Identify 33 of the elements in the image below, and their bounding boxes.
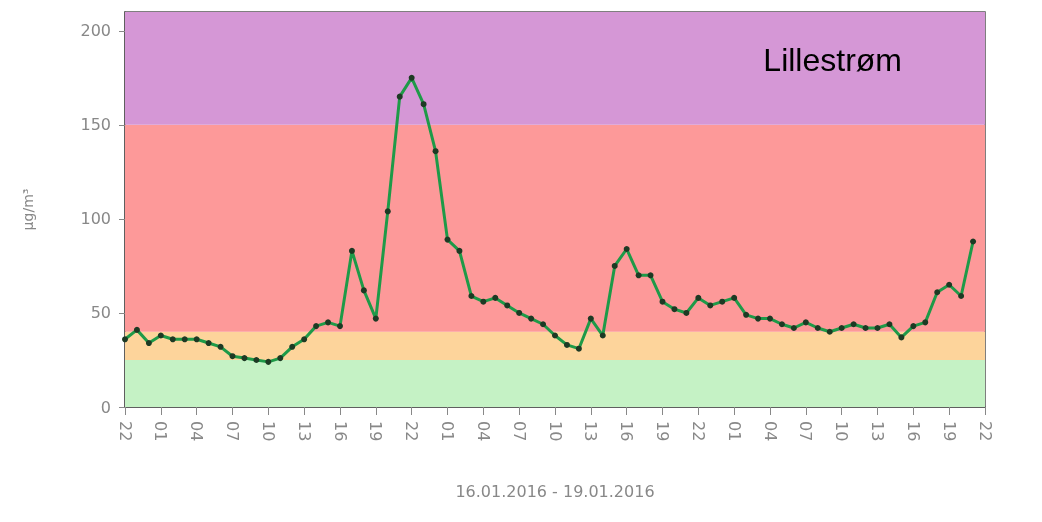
x-tick-label: 10 <box>832 421 852 442</box>
x-tick-label: 01 <box>151 421 171 442</box>
x-tick-label: 16 <box>903 421 923 442</box>
annotation: Lillestrøm <box>763 42 902 78</box>
y-axis-title: µg/m³ <box>20 188 36 231</box>
x-tick-label: 16 <box>330 421 350 442</box>
x-tick-label: 10 <box>258 421 278 442</box>
y-tick-label: 50 <box>90 303 111 323</box>
x-axis-title: 16.01.2016 - 19.01.2016 <box>455 481 655 501</box>
x-tick-label: 22 <box>115 421 135 442</box>
x-tick-label: 19 <box>939 421 959 442</box>
x-tick-label: 19 <box>653 421 672 442</box>
x-tick-label: 01 <box>438 421 457 442</box>
y-tick-label: 100 <box>80 209 111 229</box>
x-tick-label: 04 <box>187 421 207 442</box>
x-tick-label: 22 <box>688 421 708 442</box>
y-tick-label: 150 <box>80 115 111 135</box>
x-tick-label: 13 <box>294 421 314 442</box>
x-tick-label: 04 <box>473 421 493 442</box>
x-tick-label: 22 <box>402 421 422 442</box>
x-tick-label: 13 <box>581 421 601 442</box>
x-tick-label: 16 <box>617 421 637 442</box>
x-tick-label: 01 <box>724 421 744 442</box>
x-tick-label: 13 <box>868 421 887 442</box>
x-tick-label: 07 <box>796 421 816 442</box>
x-tick-label: 07 <box>509 421 529 442</box>
x-tick-label: 19 <box>366 421 386 442</box>
x-tick-label: 10 <box>545 421 565 442</box>
x-tick-label: 04 <box>760 421 780 442</box>
x-tick-label: 07 <box>223 421 242 442</box>
x-tick-label: 22 <box>975 421 995 442</box>
y-tick-label: 200 <box>80 21 111 41</box>
y-tick-label: 0 <box>100 397 111 417</box>
